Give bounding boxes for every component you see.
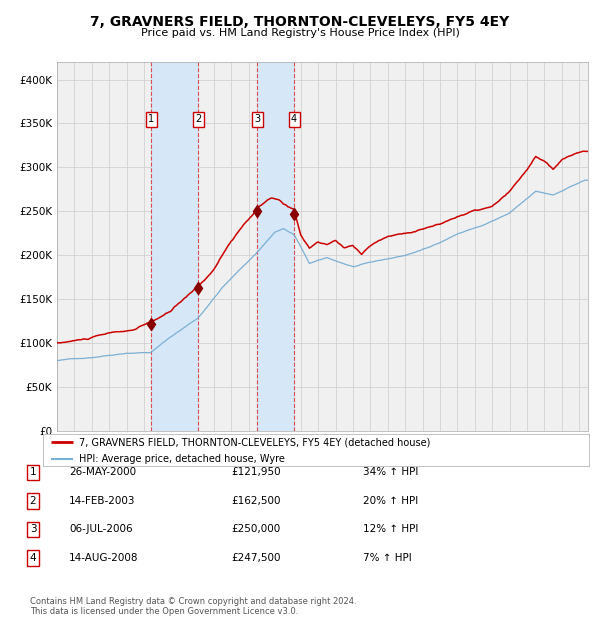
Text: Contains HM Land Registry data © Crown copyright and database right 2024.: Contains HM Land Registry data © Crown c… bbox=[30, 597, 356, 606]
Text: 4: 4 bbox=[29, 553, 37, 563]
Text: 7, GRAVNERS FIELD, THORNTON-CLEVELEYS, FY5 4EY: 7, GRAVNERS FIELD, THORNTON-CLEVELEYS, F… bbox=[91, 16, 509, 30]
Text: £121,950: £121,950 bbox=[231, 467, 281, 477]
Text: 7% ↑ HPI: 7% ↑ HPI bbox=[363, 553, 412, 563]
Text: HPI: Average price, detached house, Wyre: HPI: Average price, detached house, Wyre bbox=[79, 454, 284, 464]
Text: 12% ↑ HPI: 12% ↑ HPI bbox=[363, 525, 418, 534]
Text: 2: 2 bbox=[29, 496, 37, 506]
Text: 4: 4 bbox=[291, 114, 297, 124]
Text: 06-JUL-2006: 06-JUL-2006 bbox=[69, 525, 133, 534]
Text: 14-AUG-2008: 14-AUG-2008 bbox=[69, 553, 139, 563]
Text: This data is licensed under the Open Government Licence v3.0.: This data is licensed under the Open Gov… bbox=[30, 606, 298, 616]
Text: £247,500: £247,500 bbox=[231, 553, 281, 563]
Text: 7, GRAVNERS FIELD, THORNTON-CLEVELEYS, FY5 4EY (detached house): 7, GRAVNERS FIELD, THORNTON-CLEVELEYS, F… bbox=[79, 437, 430, 447]
Text: 3: 3 bbox=[29, 525, 37, 534]
Bar bbox=[257, 62, 294, 431]
Text: £250,000: £250,000 bbox=[231, 525, 280, 534]
Text: 20% ↑ HPI: 20% ↑ HPI bbox=[363, 496, 418, 506]
Text: 3: 3 bbox=[254, 114, 260, 124]
Text: 34% ↑ HPI: 34% ↑ HPI bbox=[363, 467, 418, 477]
Text: 1: 1 bbox=[148, 114, 154, 124]
Text: Price paid vs. HM Land Registry's House Price Index (HPI): Price paid vs. HM Land Registry's House … bbox=[140, 28, 460, 38]
Text: 2: 2 bbox=[195, 114, 202, 124]
Text: £162,500: £162,500 bbox=[231, 496, 281, 506]
Text: 14-FEB-2003: 14-FEB-2003 bbox=[69, 496, 136, 506]
Text: 1: 1 bbox=[29, 467, 37, 477]
Text: 26-MAY-2000: 26-MAY-2000 bbox=[69, 467, 136, 477]
Bar bbox=[151, 62, 199, 431]
